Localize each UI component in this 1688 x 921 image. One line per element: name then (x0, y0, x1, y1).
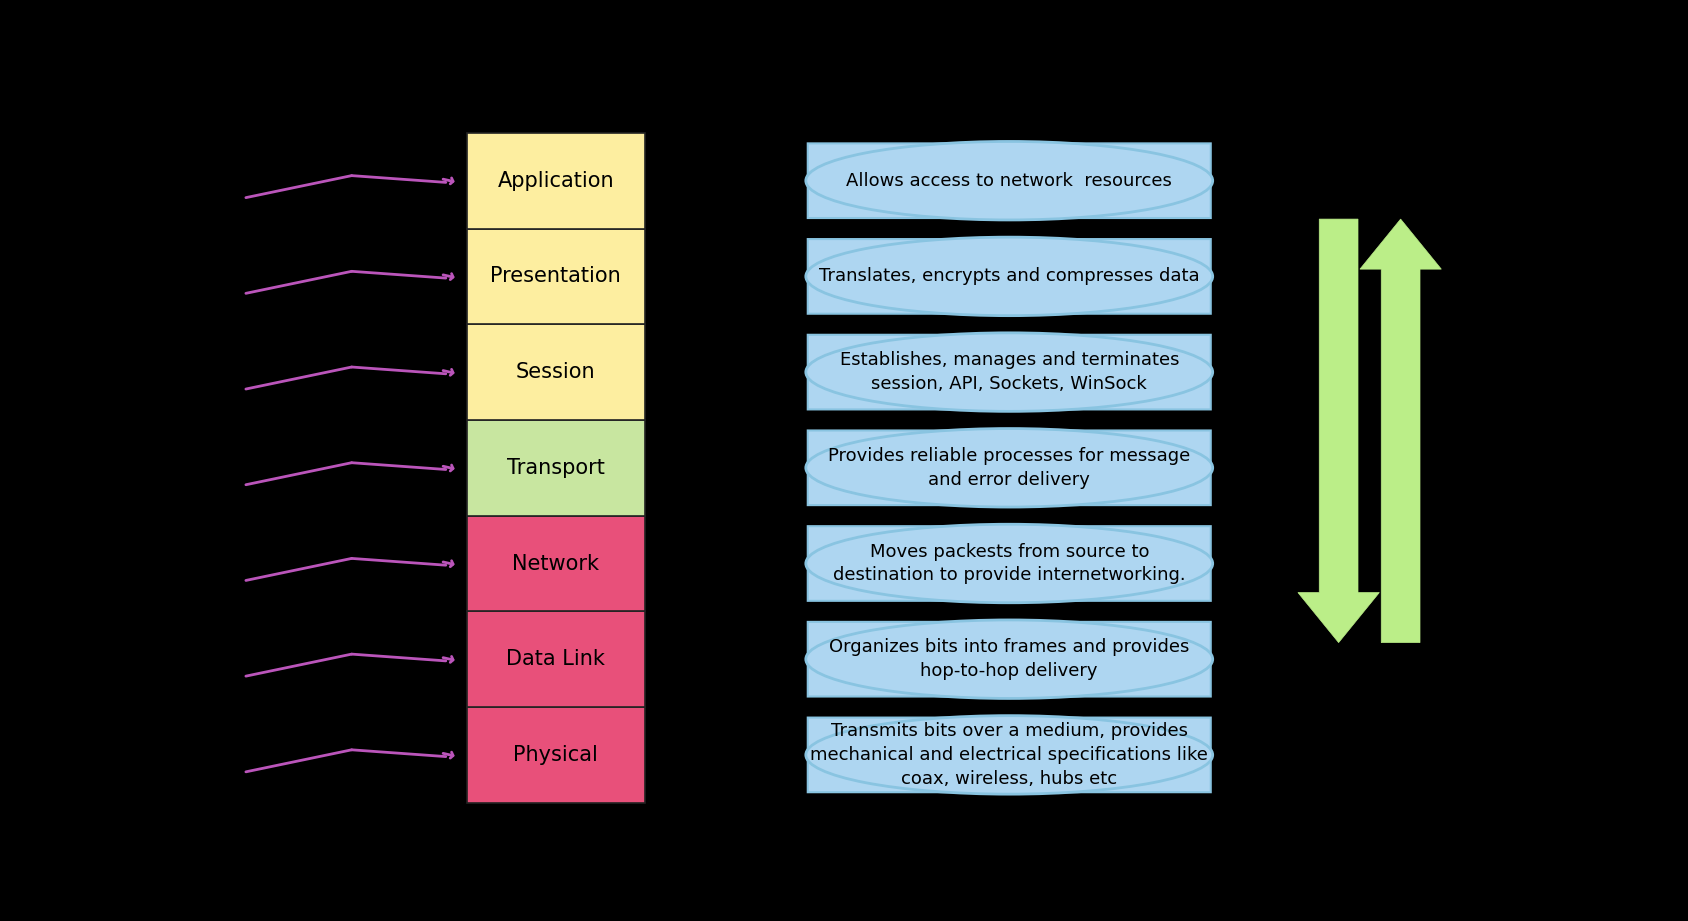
Text: Moves packests from source to
destination to provide internetworking.: Moves packests from source to destinatio… (832, 542, 1185, 584)
FancyBboxPatch shape (809, 334, 1210, 410)
Text: Translates, encrypts and compresses data: Translates, encrypts and compresses data (819, 267, 1200, 286)
FancyBboxPatch shape (809, 239, 1210, 314)
Polygon shape (1361, 219, 1442, 643)
Text: Provides reliable processes for message
and error delivery: Provides reliable processes for message … (829, 447, 1190, 489)
FancyBboxPatch shape (468, 612, 645, 707)
Ellipse shape (805, 142, 1212, 220)
FancyBboxPatch shape (468, 420, 645, 516)
Ellipse shape (805, 332, 1212, 412)
FancyBboxPatch shape (468, 324, 645, 420)
Text: Presentation: Presentation (491, 266, 621, 286)
Ellipse shape (805, 237, 1212, 316)
Text: Allows access to network  resources: Allows access to network resources (846, 171, 1171, 190)
FancyBboxPatch shape (468, 516, 645, 612)
Text: Data Link: Data Link (506, 649, 606, 670)
FancyBboxPatch shape (809, 430, 1210, 505)
Text: Physical: Physical (513, 745, 598, 765)
Text: Network: Network (513, 554, 599, 574)
FancyBboxPatch shape (468, 228, 645, 324)
Text: Establishes, manages and terminates
session, API, Sockets, WinSock: Establishes, manages and terminates sess… (839, 351, 1178, 393)
FancyBboxPatch shape (468, 707, 645, 803)
Text: Transport: Transport (506, 458, 604, 478)
Text: Application: Application (498, 170, 614, 191)
FancyBboxPatch shape (809, 144, 1210, 218)
Text: Transmits bits over a medium, provides
mechanical and electrical specifications : Transmits bits over a medium, provides m… (810, 722, 1209, 787)
Ellipse shape (805, 524, 1212, 602)
FancyBboxPatch shape (809, 622, 1210, 696)
Ellipse shape (805, 716, 1212, 794)
Polygon shape (1298, 219, 1379, 643)
FancyBboxPatch shape (809, 526, 1210, 600)
Text: Session: Session (517, 362, 596, 382)
Ellipse shape (805, 428, 1212, 507)
FancyBboxPatch shape (468, 133, 645, 228)
FancyBboxPatch shape (809, 717, 1210, 792)
Ellipse shape (805, 620, 1212, 698)
Text: Organizes bits into frames and provides
hop-to-hop delivery: Organizes bits into frames and provides … (829, 638, 1190, 680)
